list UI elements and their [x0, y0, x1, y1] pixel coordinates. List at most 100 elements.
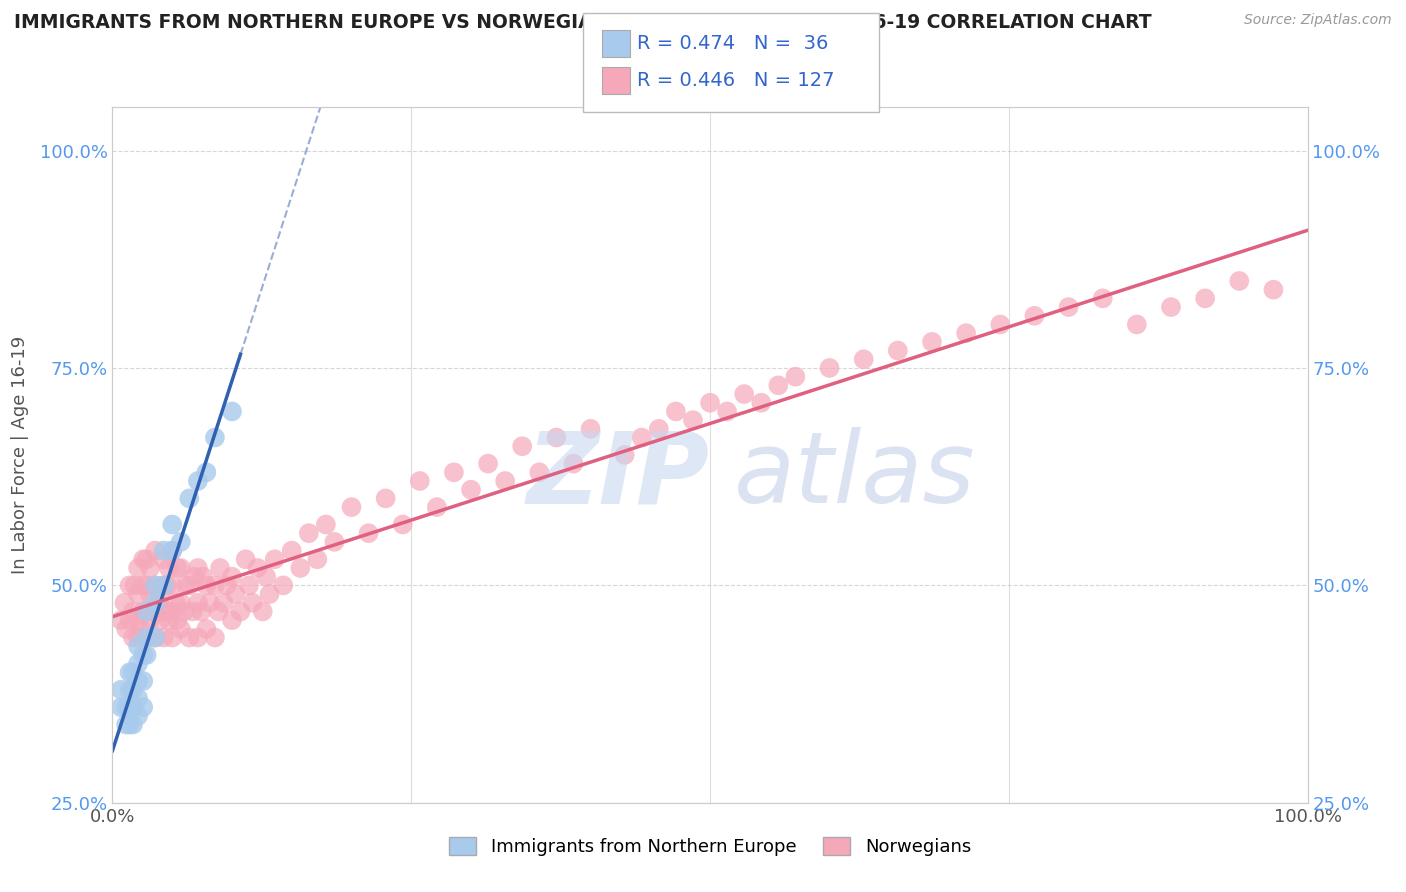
Point: [162, 517, 183, 532]
Point: [143, 631, 166, 645]
Point: [207, 605, 229, 619]
Point: [768, 378, 790, 392]
Point: [118, 717, 141, 731]
Point: [229, 605, 252, 619]
Point: [157, 613, 180, 627]
Point: [1160, 300, 1182, 314]
Point: [183, 570, 205, 584]
Point: [124, 578, 146, 592]
Point: [307, 552, 329, 566]
Point: [166, 613, 188, 627]
Point: [135, 631, 157, 645]
Point: [143, 578, 166, 592]
Point: [298, 526, 321, 541]
Point: [127, 561, 149, 575]
Point: [148, 596, 170, 610]
Point: [170, 534, 193, 549]
Point: [139, 561, 162, 575]
Point: [246, 561, 269, 575]
Point: [115, 700, 138, 714]
Point: [190, 605, 212, 619]
Point: [132, 552, 155, 566]
Point: [152, 605, 174, 619]
Point: [173, 605, 195, 619]
Point: [127, 691, 149, 706]
Point: [187, 631, 209, 645]
Point: [323, 534, 346, 549]
Point: [143, 596, 166, 610]
Point: [122, 682, 145, 697]
Point: [1263, 283, 1285, 297]
Point: [221, 404, 243, 418]
Point: [259, 587, 281, 601]
Point: [122, 717, 145, 731]
Point: [357, 526, 380, 541]
Point: [955, 326, 977, 341]
Point: [132, 648, 155, 662]
Point: [426, 500, 449, 514]
Point: [132, 700, 155, 714]
Point: [340, 500, 363, 514]
Point: [181, 605, 204, 619]
Point: [191, 570, 214, 584]
Point: [166, 561, 188, 575]
Point: [494, 474, 516, 488]
Point: [613, 448, 636, 462]
Point: [127, 708, 149, 723]
Point: [118, 613, 141, 627]
Text: IMMIGRANTS FROM NORTHERN EUROPE VS NORWEGIAN IN LABOR FORCE | AGE 16-19 CORRELAT: IMMIGRANTS FROM NORTHERN EUROPE VS NORWE…: [14, 13, 1152, 33]
Text: R = 0.474   N =  36: R = 0.474 N = 36: [637, 34, 828, 54]
Point: [443, 466, 465, 480]
Point: [221, 570, 243, 584]
Point: [187, 474, 209, 488]
Point: [529, 466, 551, 480]
Point: [648, 422, 671, 436]
Point: [221, 613, 243, 627]
Point: [224, 587, 246, 601]
Point: [127, 657, 149, 671]
Point: [143, 631, 166, 645]
Point: [209, 561, 232, 575]
Point: [204, 578, 226, 592]
Point: [149, 587, 172, 601]
Point: [665, 404, 688, 418]
Point: [135, 648, 157, 662]
Point: [460, 483, 482, 497]
Point: [143, 578, 166, 592]
Point: [114, 596, 135, 610]
Point: [127, 631, 149, 645]
Point: [733, 387, 755, 401]
Point: [510, 439, 533, 453]
Legend: Immigrants from Northern Europe, Norwegians: Immigrants from Northern Europe, Norwegi…: [441, 830, 979, 863]
Point: [118, 578, 141, 592]
Point: [132, 605, 155, 619]
Point: [162, 543, 183, 558]
Point: [152, 631, 174, 645]
Point: [122, 665, 145, 680]
Point: [131, 622, 153, 636]
Point: [179, 578, 201, 592]
Point: [1091, 291, 1114, 305]
Point: [887, 343, 910, 358]
Point: [1024, 309, 1046, 323]
Point: [477, 457, 499, 471]
Point: [152, 578, 174, 592]
Point: [122, 700, 145, 714]
Text: atlas: atlas: [734, 427, 976, 524]
Point: [152, 552, 174, 566]
Point: [699, 396, 721, 410]
Point: [127, 587, 149, 601]
Point: [195, 622, 218, 636]
Point: [135, 631, 157, 645]
Point: [315, 517, 337, 532]
Point: [118, 700, 141, 714]
Point: [156, 605, 179, 619]
Point: [852, 352, 875, 367]
Point: [110, 682, 132, 697]
Point: [179, 491, 201, 506]
Point: [170, 561, 193, 575]
Point: [115, 622, 138, 636]
Point: [818, 361, 841, 376]
Point: [785, 369, 807, 384]
Point: [143, 543, 166, 558]
